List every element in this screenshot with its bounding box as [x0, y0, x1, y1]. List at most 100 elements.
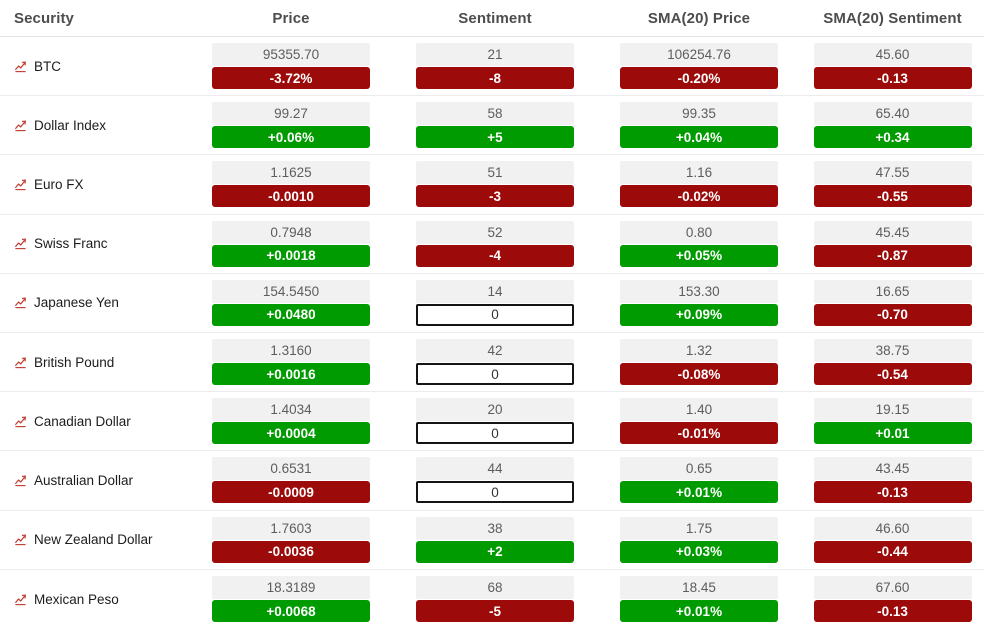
table-row: Euro FX 1.1625 -0.0010 51 -3 1.16 -0.02% 47.55-… — [0, 155, 984, 215]
value-box: 0.7948 — [212, 220, 370, 244]
security-label: Canadian Dollar — [34, 413, 131, 429]
value-box: 45.60 — [813, 43, 972, 67]
change-pill: -0.20% — [620, 67, 778, 90]
value-box: 16.65 — [813, 279, 972, 303]
value-box: 1.4034 — [212, 398, 370, 422]
security-cell: Dollar Index — [0, 118, 189, 133]
sentiment-cell: 20 0 — [393, 398, 597, 445]
change-pill: -0.44 — [813, 540, 972, 563]
value-box: 0.80 — [620, 220, 778, 244]
change-pill: +0.0480 — [212, 303, 370, 326]
change-pill: +0.04% — [620, 126, 778, 149]
change-pill: +0.03% — [620, 540, 778, 563]
trend-chart-icon[interactable] — [14, 119, 27, 132]
security-label: British Pound — [34, 354, 115, 370]
table-row: Swiss Franc 0.7948 +0.0018 52 -4 0.80 +0.05% 45… — [0, 215, 984, 274]
change-pill: -0.0036 — [212, 540, 370, 563]
table-row: Mexican Peso 18.3189 +0.0068 68 -5 18.45 +0.01… — [0, 570, 984, 629]
sma-sentiment-cell: 65.40 +0.34 — [801, 102, 984, 149]
sentiment-cell: 58 +5 — [393, 102, 597, 149]
trend-chart-icon[interactable] — [14, 178, 27, 191]
value-box: 42 — [416, 339, 574, 363]
change-pill: +0.01% — [620, 481, 778, 504]
sma-sentiment-cell: 16.65 -0.70 — [801, 279, 984, 326]
change-pill: -0.0010 — [212, 185, 370, 208]
column-header-security: Security — [14, 9, 74, 27]
security-label: Australian Dollar — [34, 472, 134, 488]
value-box: 99.35 — [620, 102, 778, 126]
change-pill: -4 — [416, 244, 574, 267]
trend-chart-icon[interactable] — [14, 533, 27, 546]
sma-sentiment-cell: 19.15 +0.01 — [801, 398, 984, 445]
value-box: 1.75 — [620, 516, 778, 540]
sma-sentiment-cell: 38.75 -0.54 — [801, 339, 984, 386]
value-box: 19.15 — [813, 398, 972, 422]
change-pill: -8 — [416, 67, 574, 90]
value-box: 0.65 — [620, 457, 778, 481]
trend-chart-icon[interactable] — [14, 415, 27, 428]
value-box: 1.7603 — [212, 516, 370, 540]
value-box: 44 — [416, 457, 574, 481]
change-pill: +0.06% — [212, 126, 370, 149]
trend-chart-icon[interactable] — [14, 60, 27, 73]
change-pill: -3.72% — [212, 67, 370, 90]
value-box: 47.55 — [813, 161, 972, 185]
value-box: 51 — [416, 161, 574, 185]
value-box: 43.45 — [813, 457, 972, 481]
column-header-sma-sentiment: SMA(20) Sentiment — [823, 9, 962, 27]
price-cell: 154.5450 +0.0480 — [189, 279, 393, 326]
security-label: Japanese Yen — [34, 295, 119, 311]
change-pill: 0 — [416, 481, 574, 504]
price-cell: 95355.70 -3.72% — [189, 43, 393, 90]
security-label: Dollar Index — [34, 117, 107, 133]
value-box: 95355.70 — [212, 43, 370, 67]
price-cell: 99.27 +0.06% — [189, 102, 393, 149]
change-pill: 0 — [416, 363, 574, 386]
sma-sentiment-cell: 45.45 -0.87 — [801, 220, 984, 267]
change-pill: -0.87 — [813, 244, 972, 267]
change-pill: -0.55 — [813, 185, 972, 208]
value-box: 106254.76 — [620, 43, 778, 67]
change-pill: -0.13 — [813, 481, 972, 504]
change-pill: +0.01 — [813, 422, 972, 445]
trend-chart-icon[interactable] — [14, 296, 27, 309]
value-box: 52 — [416, 220, 574, 244]
change-pill: -5 — [416, 600, 574, 623]
table-row: Australian Dollar 0.6531 -0.0009 44 0 0.65 +0.… — [0, 451, 984, 511]
sma-price-cell: 106254.76 -0.20% — [597, 43, 801, 90]
value-box: 21 — [416, 43, 574, 67]
value-box: 38.75 — [813, 339, 972, 363]
price-cell: 1.3160 +0.0016 — [189, 339, 393, 386]
price-cell: 1.7603 -0.0036 — [189, 516, 393, 563]
sma-price-cell: 1.75 +0.03% — [597, 516, 801, 563]
change-pill: +0.0018 — [212, 244, 370, 267]
sentiment-cell: 51 -3 — [393, 161, 597, 208]
price-cell: 18.3189 +0.0068 — [189, 576, 393, 623]
change-pill: -0.13 — [813, 600, 972, 623]
change-pill: -0.0009 — [212, 481, 370, 504]
trend-chart-icon[interactable] — [14, 237, 27, 250]
trend-chart-icon[interactable] — [14, 593, 27, 606]
sma-price-cell: 18.45 +0.01% — [597, 576, 801, 623]
table-header: Security Price Sentiment SMA(20) Price S… — [0, 0, 984, 37]
change-pill: -0.54 — [813, 363, 972, 386]
security-label: Mexican Peso — [34, 591, 119, 607]
value-box: 67.60 — [813, 576, 972, 600]
change-pill: 0 — [416, 422, 574, 445]
trend-chart-icon[interactable] — [14, 474, 27, 487]
price-cell: 0.7948 +0.0018 — [189, 220, 393, 267]
sentiment-cell: 21 -8 — [393, 43, 597, 90]
sma-price-cell: 0.65 +0.01% — [597, 457, 801, 504]
value-box: 18.45 — [620, 576, 778, 600]
sentiment-cell: 42 0 — [393, 339, 597, 386]
price-cell: 0.6531 -0.0009 — [189, 457, 393, 504]
security-cell: BTC — [0, 59, 189, 74]
sma-price-cell: 1.16 -0.02% — [597, 161, 801, 208]
security-label: BTC — [34, 58, 61, 74]
sma-price-cell: 1.40 -0.01% — [597, 398, 801, 445]
trend-chart-icon[interactable] — [14, 356, 27, 369]
security-cell: British Pound — [0, 355, 189, 370]
value-box: 99.27 — [212, 102, 370, 126]
security-label: Swiss Franc — [34, 236, 108, 252]
change-pill: +2 — [416, 540, 574, 563]
